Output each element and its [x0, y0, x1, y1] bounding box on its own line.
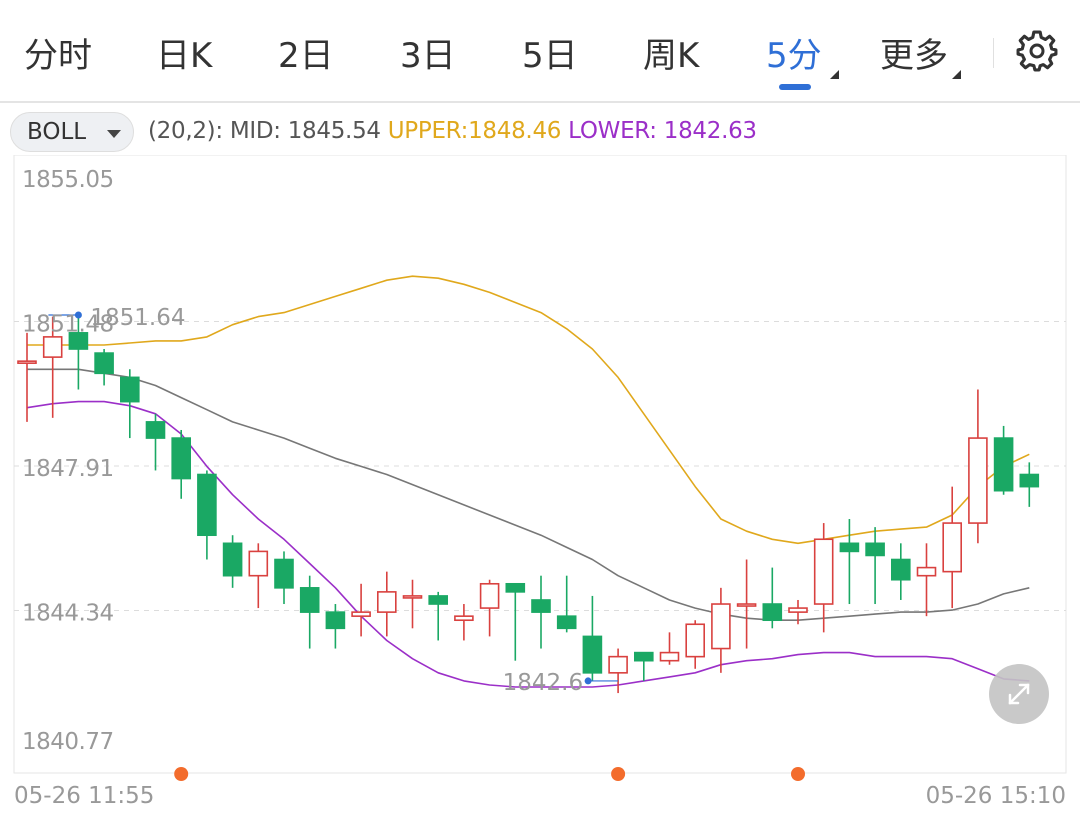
candle-body [376, 591, 397, 613]
candles-layer [17, 315, 1040, 694]
candle-body [351, 611, 371, 617]
candle-body [685, 623, 706, 658]
candle-body [454, 615, 474, 622]
candle-body [788, 607, 808, 613]
plot-frame [13, 155, 1067, 774]
candle-body [968, 437, 988, 524]
event-marker-dot [791, 767, 805, 781]
candle-body [94, 352, 114, 375]
tab-divider [993, 38, 994, 68]
candle-body [42, 336, 63, 358]
expand-chart-button[interactable] [989, 664, 1049, 724]
boll-mid-value: MID: 1845.54 [229, 118, 381, 144]
candle-body [120, 376, 140, 403]
indicator-select-label: BOLL [27, 119, 87, 145]
y-tick-label: 1840.77 [22, 729, 114, 755]
candle-body [736, 603, 757, 607]
candle-body [711, 603, 731, 650]
tab-more[interactable]: 更多 [880, 36, 948, 76]
event-marker-dot [174, 767, 189, 781]
axis-labels: 1855.05 1851.48 1847.91 1844.34 1840.77 05-26… [14, 167, 1066, 809]
candle-body [916, 566, 937, 577]
gear-icon[interactable] [1015, 29, 1059, 73]
candle-body [890, 558, 911, 581]
tab-more-caret-icon [952, 70, 961, 79]
min-marker-label: 1842.6 [503, 670, 583, 696]
indicator-select[interactable]: BOLL [10, 112, 134, 152]
indicator-bar: BOLL (20,2): MID: 1845.54 UPPER:1848.46 … [0, 110, 1080, 158]
mid-band-line [27, 368, 1030, 622]
candle-body [428, 595, 449, 605]
bollinger-bands [26, 275, 1030, 688]
candle-body [145, 421, 166, 439]
indicator-values: (20,2): MID: 1845.54 UPPER:1848.46 LOWER… [148, 118, 757, 144]
y-tick-label: 1847.91 [22, 456, 114, 482]
candle-body [942, 522, 963, 573]
active-tab-indicator [779, 84, 811, 90]
candle-body [17, 360, 37, 364]
candle-body [505, 582, 526, 593]
max-marker-dot [74, 311, 82, 319]
candle-body [556, 615, 577, 630]
candle-body [659, 651, 680, 662]
candle-body [993, 437, 1014, 492]
candle-body [171, 437, 191, 480]
x-tick-label: 05-26 15:10 [926, 783, 1066, 809]
candle-body [197, 473, 217, 537]
tab-5-day[interactable]: 5日 [522, 36, 578, 76]
candle-body [402, 595, 423, 599]
tab-5-minute[interactable]: 5分 [766, 36, 822, 76]
candle-body [248, 550, 269, 577]
candle-body [274, 558, 294, 589]
event-marker-dot [611, 767, 626, 781]
tab-daily-k[interactable]: 日K [156, 36, 213, 76]
candle-body [325, 611, 346, 630]
candlestick-chart[interactable]: 1851.64 1842.6 1855.05 1851.48 1847.91 1844.… [0, 155, 1080, 815]
candle-body [839, 542, 860, 553]
lower-band-line [26, 400, 1030, 688]
max-marker-label: 1851.64 [90, 305, 185, 331]
candle-body [531, 599, 551, 613]
tab-intraday[interactable]: 分时 [24, 36, 92, 76]
candle-body [582, 635, 603, 674]
candle-body [479, 582, 500, 609]
tab-3-day[interactable]: 3日 [400, 36, 456, 76]
candle-body [762, 603, 783, 622]
candle-body [1019, 473, 1040, 488]
candle-body [68, 332, 89, 350]
period-tab-bar: 分时 日K 2日 3日 5日 周K 5分 更多 [0, 0, 1080, 103]
candle-body [299, 587, 320, 613]
chevron-down-icon [107, 130, 121, 138]
candle-body [608, 655, 628, 674]
candle-body [865, 542, 885, 557]
candle-body [813, 538, 834, 605]
x-tick-label: 05-26 11:55 [14, 783, 154, 809]
y-tick-label: 1851.48 [22, 312, 114, 338]
expand-icon [1008, 683, 1030, 705]
candle-body [633, 651, 654, 662]
upper-band-line [27, 275, 1030, 545]
boll-upper-value: UPPER:1848.46 [387, 118, 562, 144]
tab-2-day[interactable]: 2日 [278, 36, 334, 76]
tab-weekly-k[interactable]: 周K [643, 36, 700, 76]
y-tick-label: 1855.05 [22, 167, 114, 193]
y-tick-label: 1844.34 [22, 601, 114, 627]
chart-grid [13, 155, 1067, 774]
extreme-markers: 1851.64 1842.6 [48, 305, 619, 696]
candle-body [222, 542, 243, 577]
event-markers [174, 767, 805, 781]
boll-params: (20,2): [148, 118, 223, 144]
min-marker-dot [584, 677, 592, 685]
boll-lower-value: LOWER: 1842.63 [568, 118, 757, 144]
tab-5-minute-caret-icon [830, 70, 839, 79]
